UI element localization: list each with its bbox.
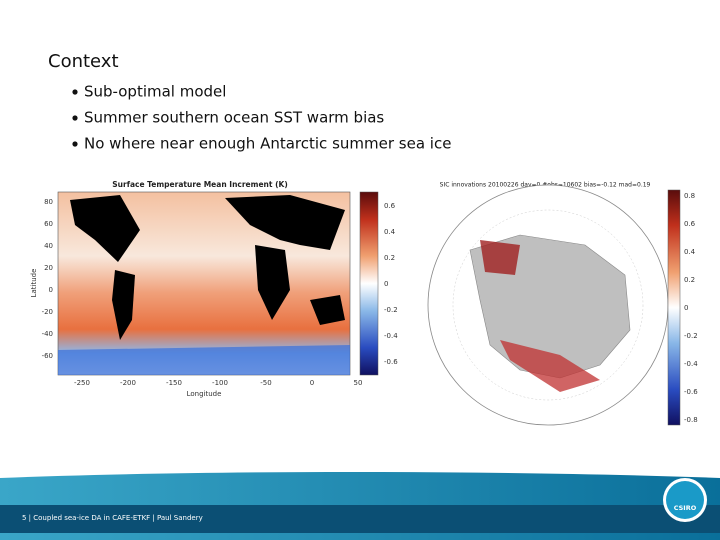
x-tick-label: -200 — [120, 379, 136, 387]
sic-figure: SIC innovations 20100226 day=0 #obs=1060… — [427, 182, 681, 426]
colorbar-label: 0.2 — [384, 254, 395, 262]
bullet-text: Sub-optimal model — [84, 83, 226, 101]
colorbar-label: 0.4 — [384, 228, 396, 236]
colorbar-label: -0.4 — [684, 360, 698, 368]
colorbar-label: -0.4 — [384, 332, 398, 340]
colorbar-label: -0.2 — [384, 306, 398, 314]
colorbar-label: 0.6 — [684, 220, 696, 228]
bullet-dot — [72, 89, 78, 95]
x-tick-label: -250 — [74, 379, 90, 387]
bullet-text: No where near enough Antarctic summer se… — [84, 135, 451, 153]
y-tick-label: -40 — [42, 330, 53, 338]
colorbar-label: -0.8 — [684, 416, 698, 424]
sst-figure: Surface Temperature Mean Increment (K) L… — [30, 180, 379, 398]
footer-bar — [0, 505, 720, 533]
y-tick-label: 20 — [44, 264, 53, 272]
colorbar-label: -0.6 — [384, 358, 398, 366]
bullet-dot — [72, 141, 78, 147]
y-tick-label: 80 — [44, 198, 53, 206]
colorbar-label: 0.4 — [684, 248, 696, 256]
footer-text: 5 | Coupled sea-ice DA in CAFE-ETKF | Pa… — [22, 514, 203, 522]
logo-inner — [666, 481, 704, 519]
logo-text: CSIRO — [674, 504, 697, 512]
y-tick-label: 40 — [44, 242, 53, 250]
y-axis-label: Latitude — [30, 269, 38, 298]
x-tick-label: 50 — [354, 379, 363, 387]
colorbar-label: 0.2 — [684, 276, 695, 284]
colorbar-label: 0.8 — [684, 192, 695, 200]
colorbar-label: 0 — [684, 304, 688, 312]
x-tick-label: -150 — [166, 379, 182, 387]
y-tick-label: -20 — [42, 308, 53, 316]
x-tick-label: -100 — [212, 379, 228, 387]
x-axis-label: Longitude — [187, 390, 222, 398]
bullet-text: Summer southern ocean SST warm bias — [84, 109, 384, 127]
slide-title: Context — [48, 51, 119, 72]
y-tick-label: 60 — [44, 220, 53, 228]
y-tick-label: 0 — [49, 286, 53, 294]
bullet-dot — [72, 115, 78, 121]
y-tick-label: -60 — [42, 352, 53, 360]
colorbar-label: 0 — [384, 280, 388, 288]
colorbar-label: -0.6 — [684, 388, 698, 396]
x-tick-label: -50 — [260, 379, 271, 387]
colorbar-label: 0.6 — [384, 202, 396, 210]
figure-title: Surface Temperature Mean Increment (K) — [112, 180, 288, 189]
colorbar-label: -0.2 — [684, 332, 698, 340]
x-tick-label: 0 — [310, 379, 314, 387]
